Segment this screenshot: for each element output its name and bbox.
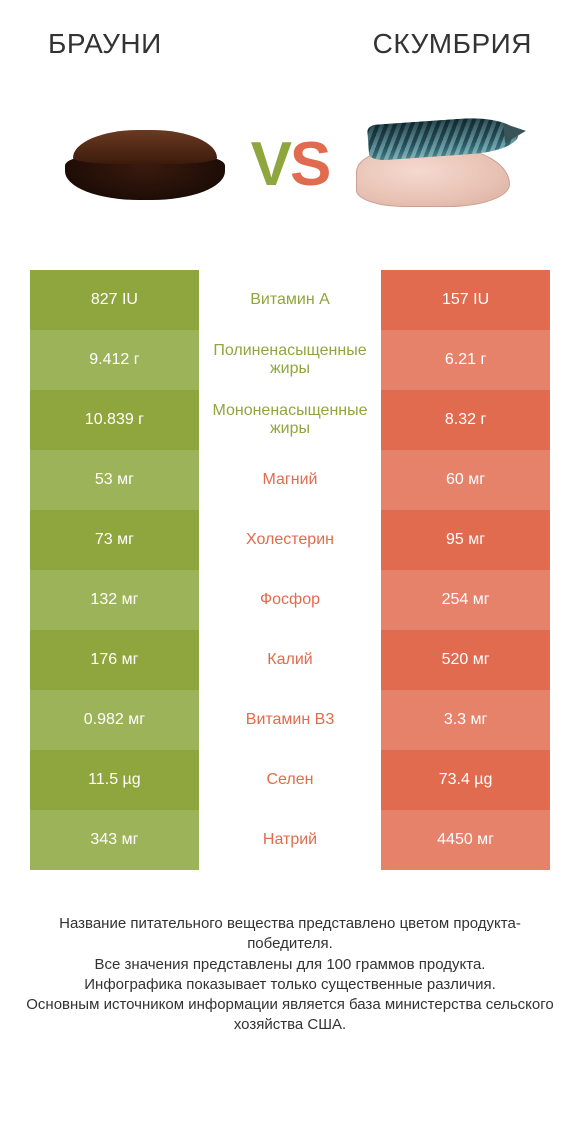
table-row: 9.412 гПолиненасыщенные жиры6.21 г bbox=[30, 330, 550, 390]
nutrient-label: Фосфор bbox=[199, 570, 381, 630]
left-value: 343 мг bbox=[30, 810, 199, 870]
vs-s: S bbox=[290, 130, 329, 199]
footer-note: Название питательного вещества представл… bbox=[0, 870, 580, 1036]
footer-line: Все значения представлены для 100 граммо… bbox=[26, 955, 554, 975]
mackerel-icon bbox=[350, 118, 520, 213]
right-value: 254 мг bbox=[381, 570, 550, 630]
table-row: 827 IUВитамин A157 IU bbox=[30, 270, 550, 330]
right-food-image bbox=[347, 110, 522, 220]
vs-v: V bbox=[251, 130, 290, 199]
right-value: 3.3 мг bbox=[381, 690, 550, 750]
table-row: 0.982 мгВитамин B33.3 мг bbox=[30, 690, 550, 750]
footer-line: Название питательного вещества представл… bbox=[26, 914, 554, 955]
footer-line: Основным источником информации является … bbox=[26, 995, 554, 1036]
left-value: 11.5 µg bbox=[30, 750, 199, 810]
left-value: 827 IU bbox=[30, 270, 199, 330]
nutrient-label: Витамин B3 bbox=[199, 690, 381, 750]
vs-label: VS bbox=[251, 134, 330, 196]
table-row: 132 мгФосфор254 мг bbox=[30, 570, 550, 630]
right-value: 4450 мг bbox=[381, 810, 550, 870]
right-value: 520 мг bbox=[381, 630, 550, 690]
table-row: 53 мгМагний60 мг bbox=[30, 450, 550, 510]
right-value: 6.21 г bbox=[381, 330, 550, 390]
left-value: 53 мг bbox=[30, 450, 199, 510]
table-row: 343 мгНатрий4450 мг bbox=[30, 810, 550, 870]
left-value: 10.839 г bbox=[30, 390, 199, 450]
right-food-title: СКУМБРИЯ bbox=[373, 28, 532, 60]
nutrient-label: Селен bbox=[199, 750, 381, 810]
table-row: 176 мгКалий520 мг bbox=[30, 630, 550, 690]
left-food-title: БРАУНИ bbox=[48, 28, 162, 60]
vs-zone: VS bbox=[0, 70, 580, 270]
table-row: 73 мгХолестерин95 мг bbox=[30, 510, 550, 570]
left-value: 176 мг bbox=[30, 630, 199, 690]
nutrient-label: Натрий bbox=[199, 810, 381, 870]
right-value: 60 мг bbox=[381, 450, 550, 510]
nutrient-label: Калий bbox=[199, 630, 381, 690]
brownie-icon bbox=[65, 130, 225, 200]
left-value: 132 мг bbox=[30, 570, 199, 630]
right-value: 73.4 µg bbox=[381, 750, 550, 810]
right-value: 95 мг bbox=[381, 510, 550, 570]
right-value: 8.32 г bbox=[381, 390, 550, 450]
nutrient-label: Магний bbox=[199, 450, 381, 510]
nutrient-label: Мононенасыщенные жиры bbox=[199, 390, 381, 450]
left-value: 9.412 г bbox=[30, 330, 199, 390]
nutrient-table: 827 IUВитамин A157 IU9.412 гПолиненасыще… bbox=[30, 270, 550, 870]
nutrient-label: Холестерин bbox=[199, 510, 381, 570]
table-row: 10.839 гМононенасыщенные жиры8.32 г bbox=[30, 390, 550, 450]
left-value: 73 мг bbox=[30, 510, 199, 570]
left-food-image bbox=[58, 110, 233, 220]
right-value: 157 IU bbox=[381, 270, 550, 330]
left-value: 0.982 мг bbox=[30, 690, 199, 750]
nutrient-label: Полиненасыщенные жиры bbox=[199, 330, 381, 390]
nutrient-label: Витамин A bbox=[199, 270, 381, 330]
footer-line: Инфографика показывает только существенн… bbox=[26, 975, 554, 995]
header: БРАУНИ СКУМБРИЯ bbox=[0, 0, 580, 70]
table-row: 11.5 µgСелен73.4 µg bbox=[30, 750, 550, 810]
